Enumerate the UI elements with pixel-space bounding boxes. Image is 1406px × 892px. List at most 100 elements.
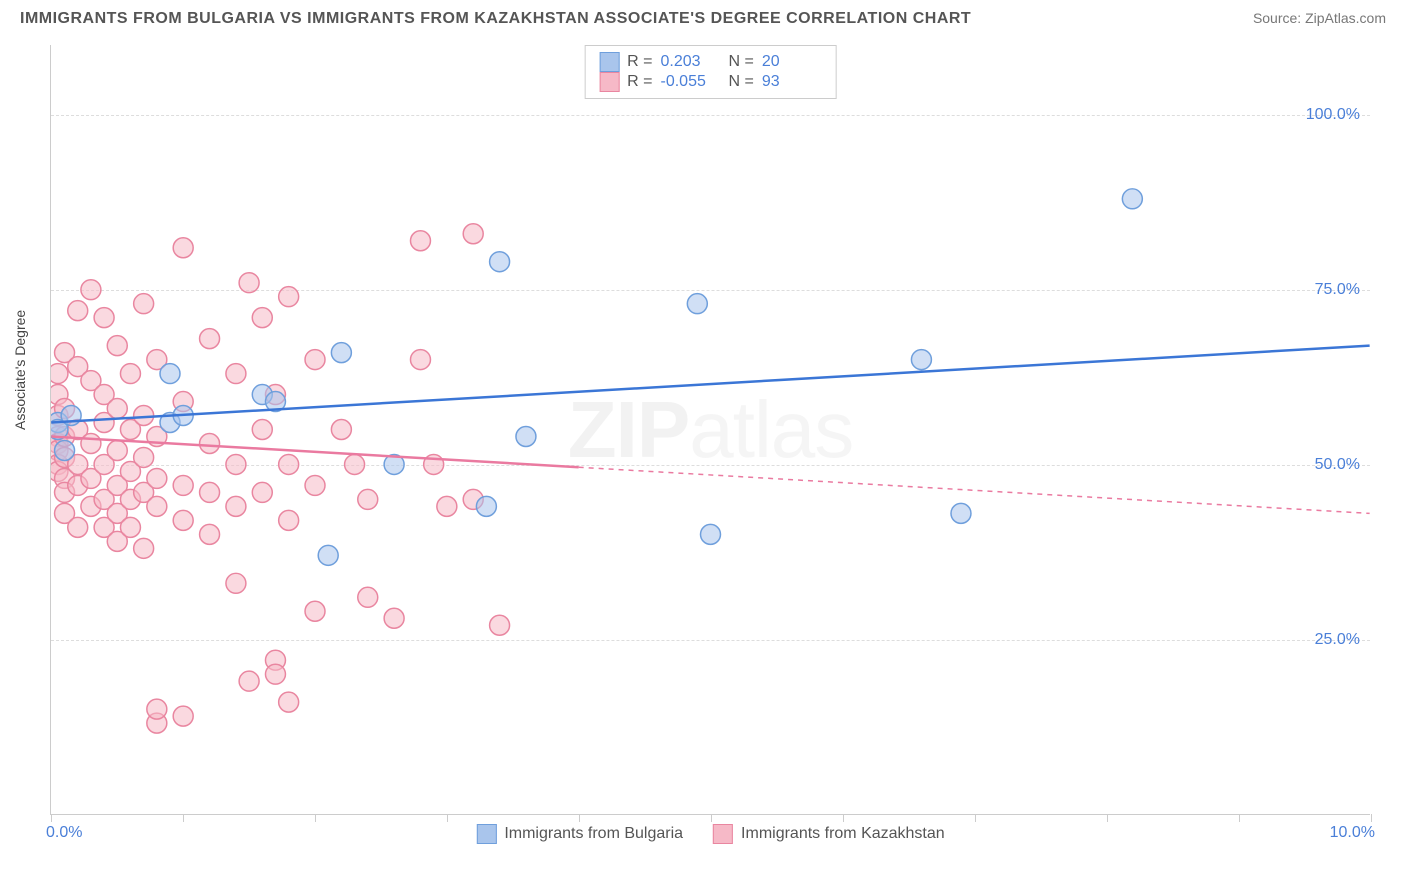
data-point (463, 224, 483, 244)
data-point (81, 280, 101, 300)
data-point (687, 294, 707, 314)
x-tick (315, 814, 316, 822)
chart-title: IMMIGRANTS FROM BULGARIA VS IMMIGRANTS F… (20, 10, 971, 28)
data-point (226, 573, 246, 593)
data-point (384, 608, 404, 628)
legend-series-item: Immigrants from Bulgaria (476, 824, 683, 844)
r-value: -0.055 (661, 73, 721, 91)
data-point (331, 420, 351, 440)
data-point (437, 496, 457, 516)
legend-stat-row: R = 0.203 N = 20 (599, 52, 822, 72)
n-label: N = (729, 53, 754, 71)
data-point (279, 692, 299, 712)
data-point (279, 454, 299, 474)
data-point (81, 433, 101, 453)
data-point (318, 545, 338, 565)
data-point (134, 538, 154, 558)
data-point (147, 468, 167, 488)
x-tick (1107, 814, 1108, 822)
x-tick (183, 814, 184, 822)
data-point (252, 308, 272, 328)
legend-stats: R = 0.203 N = 20 R = -0.055 N = 93 (584, 45, 837, 99)
x-tick (579, 814, 580, 822)
data-point (410, 350, 430, 370)
n-value: 20 (762, 53, 822, 71)
data-point (410, 231, 430, 251)
data-point (226, 454, 246, 474)
legend-series-label: Immigrants from Bulgaria (504, 825, 683, 843)
data-point (226, 364, 246, 384)
chart-area: ZIPatlas R = 0.203 N = 20 R = -0.055 N =… (50, 45, 1370, 815)
data-point (490, 252, 510, 272)
x-tick (447, 814, 448, 822)
data-point (239, 671, 259, 691)
legend-series-item: Immigrants from Kazakhstan (713, 824, 945, 844)
data-point (173, 475, 193, 495)
data-point (107, 399, 127, 419)
source-label: Source: ZipAtlas.com (1253, 10, 1386, 26)
data-point (951, 503, 971, 523)
data-point (120, 364, 140, 384)
data-point (1122, 189, 1142, 209)
data-point (200, 329, 220, 349)
data-point (358, 587, 378, 607)
data-point (55, 440, 75, 460)
x-min-label: 0.0% (46, 824, 82, 842)
data-point (516, 427, 536, 447)
data-point (279, 287, 299, 307)
data-point (265, 664, 285, 684)
x-tick (1239, 814, 1240, 822)
data-point (160, 364, 180, 384)
data-point (358, 489, 378, 509)
data-point (279, 510, 299, 530)
data-point (200, 482, 220, 502)
r-value: 0.203 (661, 53, 721, 71)
x-tick (711, 814, 712, 822)
legend-series: Immigrants from Bulgaria Immigrants from… (476, 824, 944, 844)
legend-swatch (599, 52, 619, 72)
n-value: 93 (762, 73, 822, 91)
data-point (226, 496, 246, 516)
data-point (305, 601, 325, 621)
r-label: R = (627, 53, 652, 71)
x-tick (51, 814, 52, 822)
data-point (911, 350, 931, 370)
data-point (120, 517, 140, 537)
data-point (147, 699, 167, 719)
data-point (94, 308, 114, 328)
x-tick (975, 814, 976, 822)
data-point (134, 447, 154, 467)
legend-series-label: Immigrants from Kazakhstan (741, 825, 945, 843)
data-point (345, 454, 365, 474)
data-point (200, 524, 220, 544)
data-point (68, 517, 88, 537)
legend-swatch (599, 72, 619, 92)
data-point (252, 420, 272, 440)
data-point (147, 496, 167, 516)
data-point (68, 301, 88, 321)
data-point (134, 294, 154, 314)
x-max-label: 10.0% (1330, 824, 1375, 842)
data-point (107, 440, 127, 460)
legend-swatch (476, 824, 496, 844)
data-point (107, 336, 127, 356)
data-point (490, 615, 510, 635)
data-point (173, 706, 193, 726)
legend-swatch (713, 824, 733, 844)
data-point (305, 350, 325, 370)
data-point (476, 496, 496, 516)
data-point (252, 482, 272, 502)
data-point (173, 510, 193, 530)
data-point (701, 524, 721, 544)
x-tick (1371, 814, 1372, 822)
data-point (331, 343, 351, 363)
legend-stat-row: R = -0.055 N = 93 (599, 72, 822, 92)
data-point (239, 273, 259, 293)
trend-line-extrapolated (579, 467, 1370, 513)
x-tick (843, 814, 844, 822)
data-point (173, 238, 193, 258)
data-point (51, 364, 68, 384)
r-label: R = (627, 73, 652, 91)
trend-line (51, 346, 1369, 423)
y-axis-label: Associate's Degree (12, 310, 28, 430)
